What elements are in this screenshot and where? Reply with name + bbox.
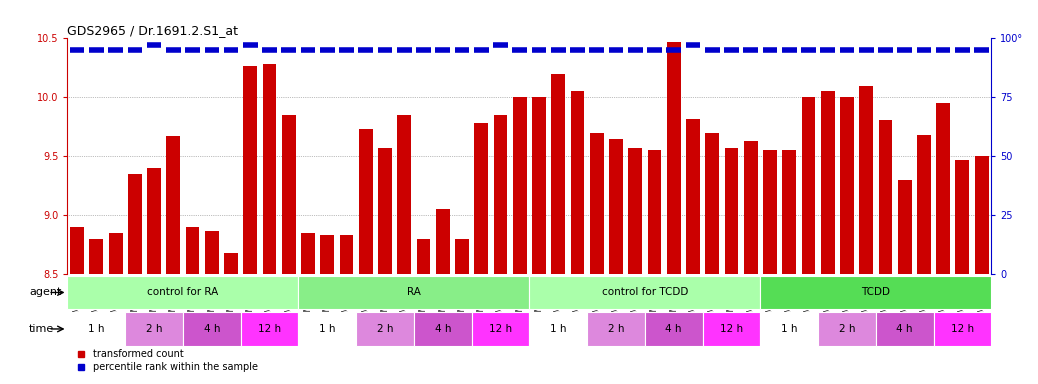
Text: percentile rank within the sample: percentile rank within the sample xyxy=(93,362,258,372)
Text: 4 h: 4 h xyxy=(665,324,682,334)
Bar xyxy=(878,120,893,274)
Bar xyxy=(529,312,588,346)
Bar xyxy=(744,141,758,274)
Text: 4 h: 4 h xyxy=(435,324,452,334)
Bar xyxy=(859,86,873,274)
Bar xyxy=(241,312,299,346)
Text: 4 h: 4 h xyxy=(897,324,913,334)
Text: time: time xyxy=(29,324,54,334)
Text: 12 h: 12 h xyxy=(258,324,281,334)
Bar xyxy=(414,312,471,346)
Bar xyxy=(917,135,931,274)
Text: agent: agent xyxy=(29,288,61,298)
Bar xyxy=(71,227,84,274)
Bar xyxy=(224,253,238,274)
Bar xyxy=(588,312,645,346)
Text: 1 h: 1 h xyxy=(550,324,567,334)
Bar xyxy=(532,98,546,274)
Text: 12 h: 12 h xyxy=(489,324,512,334)
Bar xyxy=(760,312,818,346)
Bar xyxy=(166,136,181,274)
Bar xyxy=(299,276,529,309)
Bar xyxy=(299,312,356,346)
Text: TCDD: TCDD xyxy=(862,288,891,298)
Text: 12 h: 12 h xyxy=(720,324,743,334)
Bar xyxy=(818,312,876,346)
Bar xyxy=(378,148,392,274)
Bar xyxy=(648,151,661,274)
Bar xyxy=(840,98,854,274)
Text: 1 h: 1 h xyxy=(88,324,105,334)
Bar xyxy=(109,233,122,274)
Text: 4 h: 4 h xyxy=(203,324,220,334)
Bar xyxy=(147,168,161,274)
Bar xyxy=(282,115,296,274)
Bar xyxy=(645,312,703,346)
Bar xyxy=(89,239,103,274)
Bar xyxy=(455,239,469,274)
Bar xyxy=(666,42,681,274)
Text: transformed count: transformed count xyxy=(93,349,184,359)
Bar xyxy=(686,119,700,274)
Bar xyxy=(956,160,969,274)
Bar xyxy=(436,209,449,274)
Bar xyxy=(339,235,354,274)
Bar xyxy=(67,312,126,346)
Bar xyxy=(67,276,299,309)
Bar xyxy=(356,312,414,346)
Bar xyxy=(126,312,183,346)
Bar xyxy=(243,66,257,274)
Bar xyxy=(398,115,411,274)
Text: 1 h: 1 h xyxy=(319,324,335,334)
Bar xyxy=(898,180,911,274)
Bar xyxy=(529,276,760,309)
Bar xyxy=(204,231,219,274)
Bar xyxy=(975,156,988,274)
Text: 2 h: 2 h xyxy=(145,324,162,334)
Text: 12 h: 12 h xyxy=(951,324,974,334)
Bar xyxy=(359,129,373,274)
Bar xyxy=(590,133,604,274)
Text: GDS2965 / Dr.1691.2.S1_at: GDS2965 / Dr.1691.2.S1_at xyxy=(67,24,239,37)
Bar xyxy=(783,151,796,274)
Bar xyxy=(760,276,991,309)
Bar xyxy=(186,227,199,274)
Bar xyxy=(876,312,933,346)
Bar xyxy=(263,65,276,274)
Bar xyxy=(471,312,529,346)
Text: RA: RA xyxy=(407,288,420,298)
Bar xyxy=(703,312,760,346)
Bar xyxy=(821,91,835,274)
Bar xyxy=(183,312,241,346)
Text: 2 h: 2 h xyxy=(607,324,624,334)
Bar xyxy=(936,103,950,274)
Bar xyxy=(801,98,816,274)
Bar xyxy=(551,74,565,274)
Bar xyxy=(628,148,643,274)
Bar xyxy=(474,123,488,274)
Bar xyxy=(725,148,738,274)
Text: control for TCDD: control for TCDD xyxy=(602,288,688,298)
Bar xyxy=(933,312,991,346)
Text: control for RA: control for RA xyxy=(147,288,219,298)
Bar xyxy=(494,115,508,274)
Bar xyxy=(321,235,334,274)
Text: 2 h: 2 h xyxy=(377,324,393,334)
Text: 1 h: 1 h xyxy=(781,324,797,334)
Bar xyxy=(763,151,776,274)
Bar xyxy=(128,174,142,274)
Bar xyxy=(301,233,315,274)
Bar xyxy=(609,139,623,274)
Bar xyxy=(513,98,526,274)
Bar xyxy=(416,239,431,274)
Bar xyxy=(705,133,719,274)
Bar xyxy=(571,91,584,274)
Text: 2 h: 2 h xyxy=(839,324,855,334)
